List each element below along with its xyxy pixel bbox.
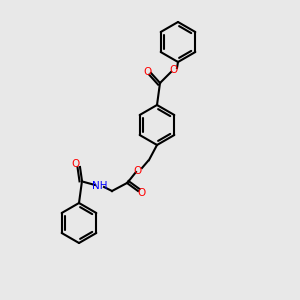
Text: O: O (72, 159, 80, 169)
Text: O: O (134, 166, 142, 176)
Text: O: O (143, 67, 151, 77)
Text: O: O (138, 188, 146, 198)
Text: O: O (170, 65, 178, 75)
Text: NH: NH (92, 181, 108, 191)
